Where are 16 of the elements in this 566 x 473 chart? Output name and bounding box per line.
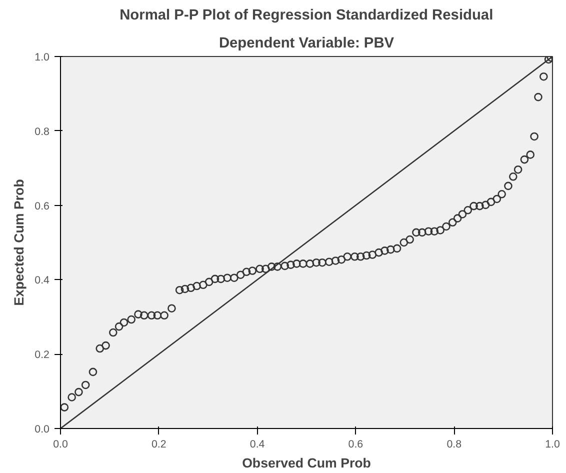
- chart-subtitle: Dependent Variable: PBV: [218, 36, 394, 52]
- x-axis-title: Observed Cum Prob: [242, 456, 371, 470]
- x-tick-label: 0.4: [250, 438, 265, 450]
- x-tick-label: 1.0: [545, 438, 560, 450]
- y-tick-label: 1.0: [34, 52, 50, 64]
- y-tick-label: 0.2: [34, 349, 50, 362]
- y-axis-title: Expected Cum Prob: [12, 179, 27, 306]
- x-tick-label: 0.8: [446, 438, 462, 450]
- x-tick-label: 0.2: [151, 438, 166, 450]
- y-tick-label: 0.6: [34, 200, 50, 212]
- y-tick-label: 0.4: [34, 274, 50, 287]
- y-tick-label: 0.0: [34, 424, 50, 436]
- y-tick-label: 0.8: [34, 126, 50, 138]
- x-tick-label: 0.0: [53, 438, 68, 450]
- chart-title: Normal P-P Plot of Regression Standardized Residual: [120, 8, 494, 24]
- x-tick-label: 0.6: [348, 438, 364, 450]
